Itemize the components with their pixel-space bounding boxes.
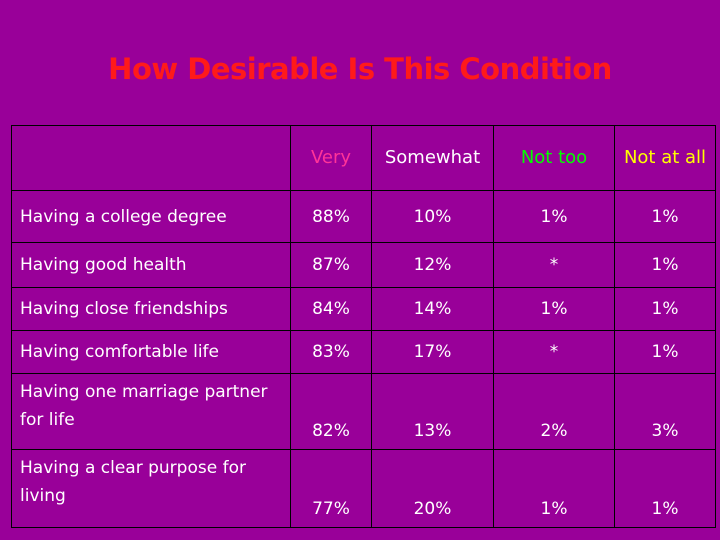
table-row: Having good health 87% 12% * 1%: [11, 242, 716, 288]
value-not-too: 1%: [493, 449, 615, 528]
value-very: 88%: [290, 190, 372, 243]
value-somewhat: 17%: [371, 330, 494, 374]
value-not-at-all: 1%: [614, 242, 716, 288]
row-label: Having a college degree: [11, 190, 291, 243]
value-somewhat: 14%: [371, 287, 494, 331]
table-row: Having comfortable life 83% 17% * 1%: [11, 330, 716, 374]
value-somewhat: 20%: [371, 449, 494, 528]
value-somewhat: 10%: [371, 190, 494, 243]
value-not-too: 1%: [493, 287, 615, 331]
desirability-table: Very Somewhat Not too Not at all Having …: [11, 125, 716, 528]
row-label: Having comfortable life: [11, 330, 291, 374]
value-very: 87%: [290, 242, 372, 288]
row-label: Having good health: [11, 242, 291, 288]
value-not-too: *: [493, 242, 615, 288]
value-very: 77%: [290, 449, 372, 528]
value-not-at-all: 3%: [614, 373, 716, 450]
slide-title: How Desirable Is This Condition: [108, 52, 612, 86]
value-somewhat: 13%: [371, 373, 494, 450]
header-row: Very Somewhat Not too Not at all: [11, 125, 716, 191]
value-very: 83%: [290, 330, 372, 374]
value-very: 84%: [290, 287, 372, 331]
table-row: Having close friendships 84% 14% 1% 1%: [11, 287, 716, 331]
table-row: Having a college degree 88% 10% 1% 1%: [11, 190, 716, 243]
value-not-at-all: 1%: [614, 330, 716, 374]
value-not-too: 1%: [493, 190, 615, 243]
value-not-too: 2%: [493, 373, 615, 450]
header-not-too: Not too: [493, 125, 615, 191]
value-not-at-all: 1%: [614, 190, 716, 243]
table-row: Having a clear purpose for living 77% 20…: [11, 449, 716, 528]
value-not-too: *: [493, 330, 615, 374]
header-empty-cell: [11, 125, 291, 191]
value-somewhat: 12%: [371, 242, 494, 288]
header-somewhat: Somewhat: [371, 125, 494, 191]
header-very: Very: [290, 125, 372, 191]
value-not-at-all: 1%: [614, 287, 716, 331]
row-label: Having one marriage partner for life: [11, 373, 291, 450]
row-label: Having a clear purpose for living: [11, 449, 291, 528]
value-very: 82%: [290, 373, 372, 450]
row-label: Having close friendships: [11, 287, 291, 331]
value-not-at-all: 1%: [614, 449, 716, 528]
header-not-at-all: Not at all: [614, 125, 716, 191]
table-row: Having one marriage partner for life 82%…: [11, 373, 716, 450]
